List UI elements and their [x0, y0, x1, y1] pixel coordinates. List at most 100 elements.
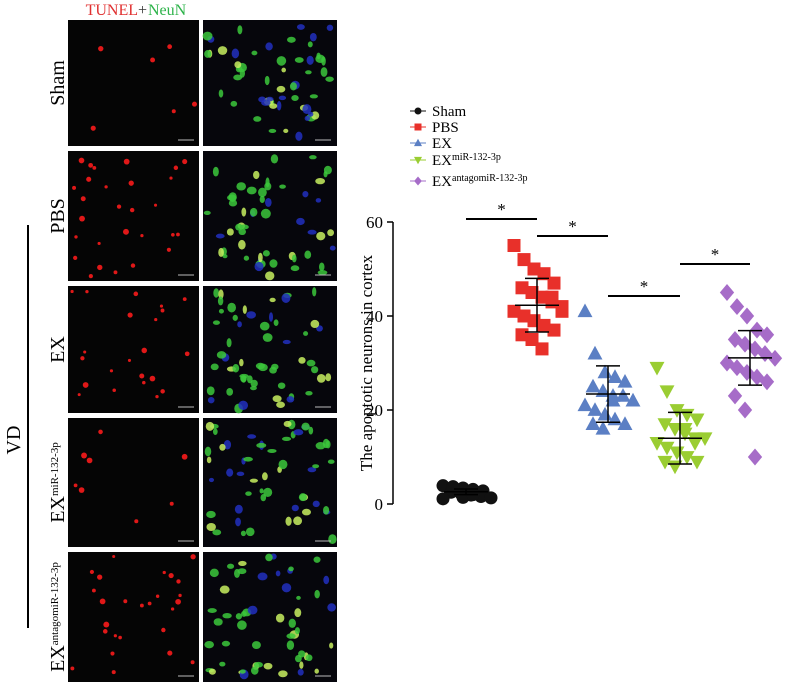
neun-cell — [238, 400, 249, 411]
legend-label-superscript: miR-132-3p — [452, 152, 501, 163]
neun-cell — [222, 612, 232, 619]
tunel-cell — [98, 429, 103, 435]
neun-cell — [234, 504, 243, 514]
neun-cell — [296, 24, 305, 30]
tunel-cell — [78, 487, 85, 493]
tunel-cell — [147, 601, 152, 606]
data-point — [607, 369, 623, 383]
neun-cell — [251, 50, 258, 56]
neun-cell — [217, 46, 228, 55]
neun-cell — [258, 187, 267, 198]
tunel-cell — [113, 270, 118, 275]
neun-cell — [294, 57, 304, 63]
data-point — [689, 413, 705, 428]
neun-cell — [265, 271, 275, 281]
data-point — [739, 307, 755, 325]
data-point — [605, 392, 621, 407]
tunel-cell — [77, 393, 81, 397]
neun-cell — [232, 314, 238, 321]
data-point — [617, 416, 633, 430]
neun-cell — [301, 422, 310, 431]
neun-cell — [246, 311, 256, 319]
neun-cell — [260, 208, 271, 219]
tunel-cell — [127, 312, 133, 318]
neun-cell — [281, 67, 286, 73]
neun-cell — [314, 589, 320, 599]
data-point — [659, 441, 675, 456]
neun-cell — [269, 103, 278, 109]
neun-cell — [283, 128, 289, 133]
tunel-cell — [159, 304, 164, 308]
neun-cell — [310, 319, 320, 329]
legend-marker — [413, 138, 423, 147]
panel-title-tunel: TUNEL — [86, 2, 138, 19]
tunel-cell — [160, 389, 165, 394]
data-point — [537, 267, 551, 281]
neun-cell — [265, 197, 272, 207]
tunel-cell — [74, 235, 78, 239]
neun-cell — [240, 530, 246, 537]
tunel-cell — [86, 457, 93, 464]
neun-cell — [258, 96, 266, 103]
neun-cell — [293, 429, 304, 436]
row-label-text: EX — [47, 336, 69, 363]
neun-image — [203, 20, 337, 146]
data-point — [507, 304, 521, 318]
neun-cell — [309, 32, 317, 42]
neun-cell — [257, 572, 268, 581]
neun-cell — [212, 320, 220, 325]
neun-cell — [325, 76, 334, 82]
tunel-cell — [116, 204, 122, 209]
neun-cell — [306, 359, 316, 367]
neun-cell — [239, 224, 249, 230]
neun-cell — [323, 165, 332, 175]
neun-cell — [315, 54, 326, 63]
tunel-cell — [140, 233, 144, 238]
tunel-cell — [91, 588, 96, 593]
tunel-cell — [83, 350, 87, 354]
tunel-cell — [98, 45, 104, 52]
tunel-cell — [169, 176, 173, 180]
neun-cell — [277, 382, 286, 390]
neun-cell — [250, 666, 259, 675]
data-point — [577, 397, 593, 412]
legend-label: EXmiR-132-3p — [432, 152, 501, 170]
tunel-cell — [166, 247, 171, 252]
data-point — [545, 290, 559, 304]
neun-cell — [206, 456, 212, 464]
neun-cell — [275, 613, 285, 623]
neun-cell — [218, 247, 224, 257]
neun-cell — [281, 583, 292, 593]
neun-cell — [216, 351, 227, 359]
neun-cell — [237, 25, 243, 35]
neun-cell — [297, 668, 304, 676]
significance-label: * — [568, 217, 577, 236]
data-point — [687, 437, 703, 451]
neun-cell — [235, 613, 243, 620]
neun-cell — [289, 82, 297, 91]
neun-cell — [264, 75, 270, 86]
neun-cell — [264, 182, 272, 191]
tunel-cell — [167, 44, 173, 50]
neun-cell — [221, 640, 231, 647]
neun-cell — [323, 506, 330, 515]
neun-cell — [217, 296, 224, 306]
tunel-cell — [155, 394, 159, 399]
neun-cell — [318, 262, 325, 272]
neun-cell — [250, 386, 257, 391]
tunel-cell — [70, 666, 75, 671]
neun-cell — [327, 603, 336, 612]
neun-cell — [202, 31, 213, 41]
neun-cell — [281, 436, 292, 442]
neun-cell — [204, 640, 214, 649]
neun-cell — [291, 254, 297, 263]
data-point — [585, 416, 601, 430]
neun-cell — [276, 401, 285, 409]
neun-cell — [291, 504, 299, 512]
data-point — [446, 480, 460, 494]
data-point — [625, 392, 641, 407]
neun-cell — [268, 128, 277, 133]
neun-cell — [308, 426, 314, 435]
data-point — [597, 364, 613, 379]
tunel-cell — [103, 621, 110, 628]
